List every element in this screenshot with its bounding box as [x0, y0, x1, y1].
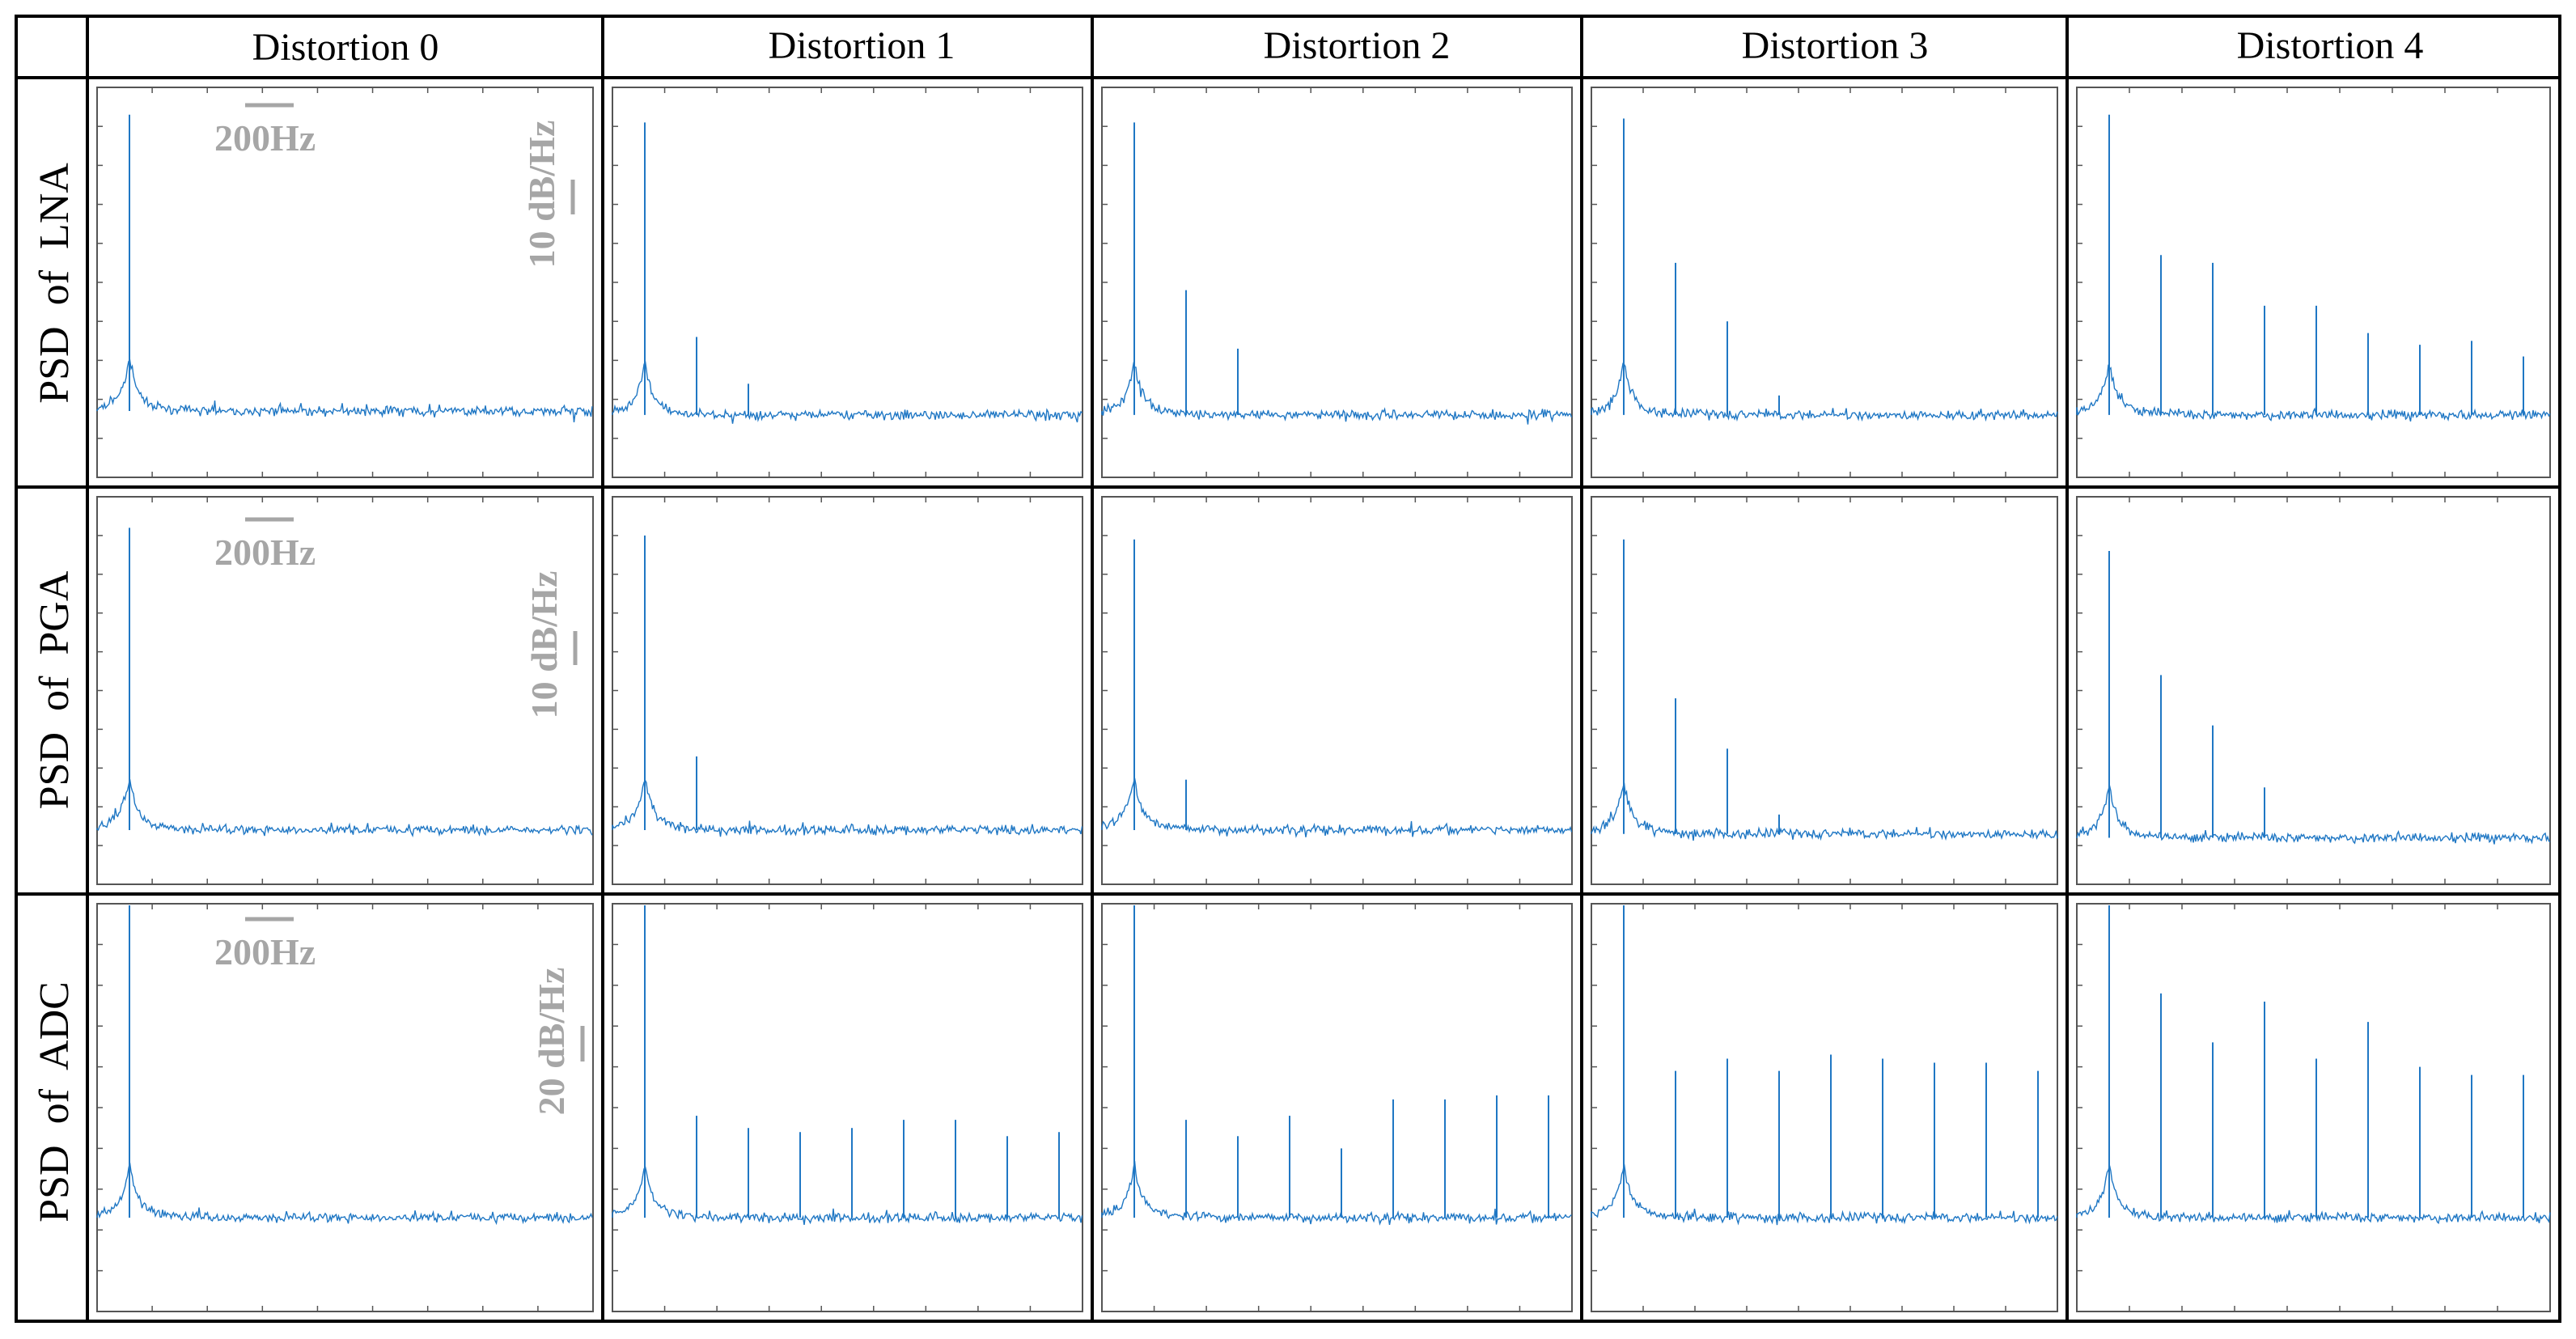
noise-floor-trace — [2076, 364, 2551, 422]
row-header-pga: PSD of PGA — [32, 570, 78, 809]
noise-floor-trace — [612, 779, 1083, 837]
freq-scale-label-lna: 200Hz — [214, 117, 316, 159]
column-header-distortion-3: Distortion 3 — [1742, 24, 1929, 67]
psd-panel-r1-c1 — [612, 496, 1083, 885]
column-header-distortion-1: Distortion 1 — [769, 24, 955, 67]
column-header-distortion-0: Distortion 0 — [252, 26, 439, 69]
psd-panel-r2-c1 — [612, 903, 1083, 1312]
psd-panel-r0-c0 — [96, 87, 594, 478]
freq-scale-label-adc: 200Hz — [214, 931, 316, 972]
noise-floor-trace — [1591, 1163, 2058, 1226]
noise-floor-trace — [2076, 783, 2551, 845]
psd-panel-r0-c3 — [1591, 87, 2058, 478]
level-scale-label-lna: 10 dB/Hz — [521, 121, 562, 269]
noise-floor-trace — [612, 1165, 1083, 1226]
column-header-distortion-4: Distortion 4 — [2237, 24, 2424, 67]
noise-floor-trace — [1591, 362, 2058, 422]
noise-floor-trace — [96, 1163, 593, 1226]
row-header-lna: PSD of LNA — [32, 163, 78, 404]
noise-floor-trace — [96, 358, 593, 422]
psd-panel-r1-c0 — [96, 496, 594, 885]
column-header-distortion-2: Distortion 2 — [1264, 24, 1451, 67]
noise-floor-trace — [1591, 782, 2058, 841]
row-header-adc: PSD of ADC — [32, 981, 78, 1222]
psd-panel-r2-c4 — [2076, 903, 2551, 1312]
psd-panel-r0-c4 — [2076, 87, 2551, 478]
scale-annotations: 200Hz 10 dB/Hz 200Hz 10 dB/Hz 200Hz 20 d… — [214, 103, 585, 1116]
psd-panel-r0-c2 — [1101, 87, 1573, 478]
level-scale-label-pga: 10 dB/Hz — [523, 571, 565, 719]
psd-panel-r1-c2 — [1101, 496, 1573, 885]
level-scale-label-adc: 20 dB/Hz — [531, 968, 572, 1116]
psd-panel-r1-c3 — [1591, 496, 2058, 885]
noise-floor-trace — [612, 361, 1083, 424]
psd-panels — [96, 87, 2551, 1312]
noise-floor-trace — [1101, 1160, 1572, 1226]
psd-panel-r2-c2 — [1101, 903, 1573, 1312]
noise-floor-trace — [1101, 362, 1573, 425]
psd-panel-r1-c4 — [2076, 496, 2551, 885]
noise-floor-trace — [1101, 778, 1573, 838]
psd-panel-r0-c1 — [612, 87, 1083, 478]
table-outer-border — [15, 15, 2561, 1323]
noise-floor-trace — [96, 778, 593, 837]
table-borders — [15, 15, 2561, 1323]
psd-panel-r2-c0 — [96, 903, 594, 1312]
psd-panel-r2-c3 — [1591, 903, 2058, 1312]
freq-scale-label-pga: 200Hz — [214, 532, 316, 573]
